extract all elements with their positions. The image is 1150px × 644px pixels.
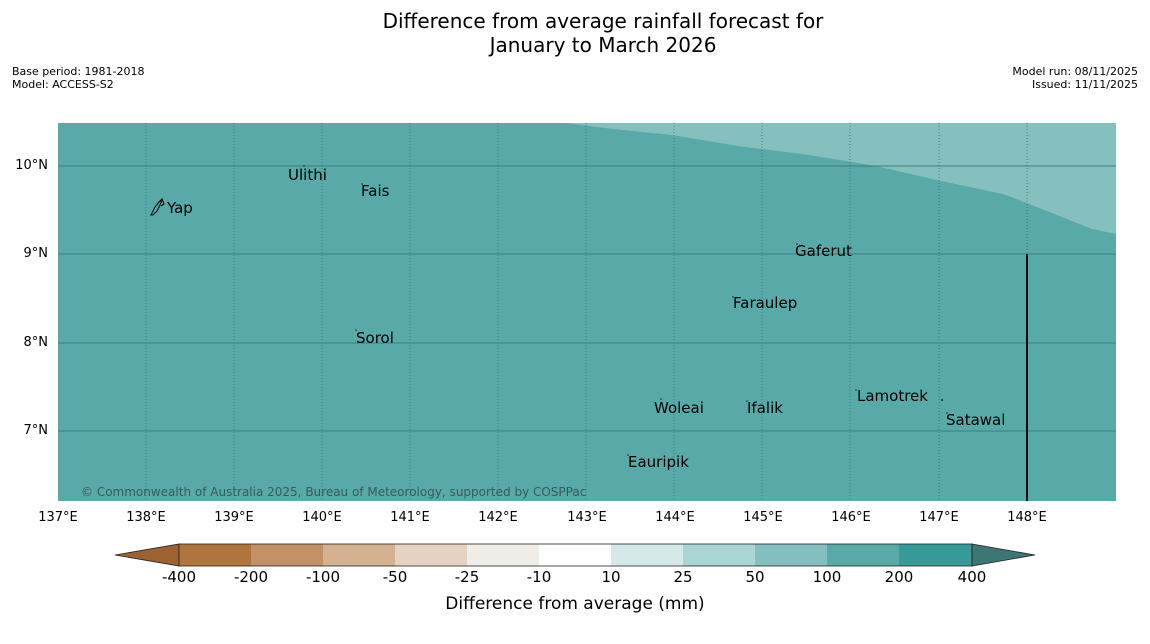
lon-label-138e: 138°E [126,510,166,525]
colorbar-segment [179,544,251,566]
colorbar-segment [899,544,972,566]
lat-label-10n: 10°N [15,158,48,173]
lat-label-9n: 9°N [23,246,49,261]
colorbar-tick: -200 [233,568,269,586]
lon-label-143e: 143°E [567,510,607,525]
colorbar-extend-high [971,543,1036,567]
colorbar-extend-low [114,543,180,567]
place-lamotrek: Lamotrek [857,387,928,405]
yap-island-outline [150,198,165,216]
place-eauripik: Eauripik [628,453,689,471]
colorbar-tick: 10 [601,568,621,586]
colorbar-segment [323,544,395,566]
map-panel [58,123,1116,501]
region-50-100 [566,123,1116,234]
colorbar-segment [539,544,611,566]
colorbar-tick: 50 [745,568,765,586]
colorbar-segment [755,544,827,566]
latitude-gridlines [58,165,1116,432]
place-fais: Fais [361,182,390,200]
map-canvas [58,123,1116,501]
lon-label-140e: 140°E [302,510,342,525]
colorbar-segment [683,544,755,566]
copyright-notice: © Commonwealth of Australia 2025, Bureau… [81,485,587,499]
place-sorol: Sorol [356,329,394,347]
place-gaferut: Gaferut [795,242,852,260]
lon-label-148e: 148°E [1007,510,1047,525]
colorbar-border [178,543,973,567]
colorbar-segment [827,544,899,566]
lon-label-142e: 142°E [478,510,518,525]
lon-label-137e: 137°E [38,510,78,525]
colorbar-label: Difference from average (mm) [445,594,705,614]
place-yap: Yap [167,199,193,217]
colorbar-segment [611,544,683,566]
colorbar-tick: -25 [454,568,480,586]
lon-label-145e: 145°E [743,510,783,525]
meta-left: Base period: 1981-2018 Model: ACCESS-S2 [12,65,144,91]
model-name: Model: ACCESS-S2 [12,78,114,91]
colorbar-tick: 200 [884,568,914,586]
lon-label-147e: 147°E [919,510,959,525]
lon-label-139e: 139°E [214,510,254,525]
lat-label-8n: 8°N [23,335,49,350]
issued-date: Issued: 11/11/2025 [1031,78,1138,91]
colorbar-tick: 25 [673,568,693,586]
colorbar-tick: 100 [812,568,842,586]
colorbar-tick: -400 [161,568,197,586]
place-ulithi: Ulithi [288,166,327,184]
colorbar [114,543,1036,567]
colorbar-segment [467,544,539,566]
place-faraulep: Faraulep [733,294,798,312]
colorbar-tick: -100 [305,568,341,586]
chart-title: Difference from average rainfall forecas… [0,9,1150,57]
colorbar-tick: -10 [526,568,552,586]
lon-label-144e: 144°E [655,510,695,525]
model-run: Model run: 08/11/2025 [1012,65,1138,78]
place-ifalik: Ifalik [747,399,783,417]
place-woleai: Woleai [654,399,704,417]
base-period: Base period: 1981-2018 [12,65,145,78]
lon-label-146e: 146°E [831,510,871,525]
island-dots [303,165,948,456]
lon-label-141e: 141°E [390,510,430,525]
meta-right: Model run: 08/11/2025 Issued: 11/11/2025 [1012,65,1138,91]
colorbar-segment [251,544,323,566]
place-satawal: Satawal [946,411,1006,429]
colorbar-tick: 400 [957,568,987,586]
title-line-2: January to March 2026 [489,33,717,57]
title-line-1: Difference from average rainfall forecas… [382,9,824,33]
colorbar-tick: -50 [382,568,408,586]
colorbar-segment [395,544,467,566]
lat-label-7n: 7°N [23,423,49,438]
